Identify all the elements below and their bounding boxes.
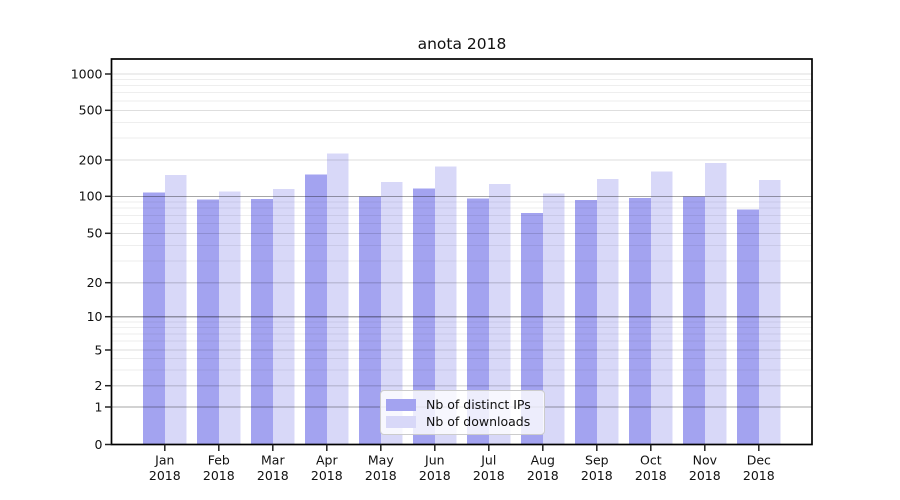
x-tick-label-month: Feb <box>208 453 230 468</box>
y-tick-label-200: 200 <box>79 152 103 167</box>
plot-border <box>110 58 813 446</box>
y-tick-label-10: 10 <box>87 309 103 324</box>
x-tick-label-month: Dec <box>747 453 771 468</box>
bar-downloads-oct <box>650 171 673 445</box>
bar-downloads-apr <box>326 153 349 445</box>
y-tick-label-500: 500 <box>79 103 103 118</box>
x-tick-label-month: Jan <box>154 453 174 468</box>
x-tick-label-year: 2018 <box>419 468 451 483</box>
bar-distinct-ips-jan <box>143 192 165 445</box>
x-tick-label-month: Apr <box>316 453 338 468</box>
bar-downloads-jan <box>164 175 187 445</box>
bar-distinct-ips-jul <box>467 198 489 445</box>
x-tick-label-month: Jul <box>480 453 496 468</box>
bar-distinct-ips-dec <box>737 209 759 445</box>
bar-distinct-ips-apr <box>305 174 327 445</box>
y-tick-label-100: 100 <box>79 189 103 204</box>
x-tick-label-year: 2018 <box>473 468 505 483</box>
bar-downloads-jun <box>434 166 457 445</box>
legend-item-downloads: Nb of downloads <box>386 415 539 428</box>
y-tick-label-50: 50 <box>87 226 103 241</box>
bar-downloads-jul <box>488 184 511 445</box>
x-tick-label-month: Aug <box>531 453 555 468</box>
x-tick-label-month: Jun <box>424 453 445 468</box>
y-tick-label-1000: 1000 <box>71 66 103 81</box>
legend: Nb of distinct IPs Nb of downloads <box>380 390 545 435</box>
bar-downloads-sep <box>596 179 619 445</box>
bar-downloads-dec <box>758 179 781 445</box>
bar-distinct-ips-mar <box>251 199 273 445</box>
x-tick-label-year: 2018 <box>311 468 343 483</box>
bar-downloads-may <box>380 182 403 445</box>
bar-distinct-ips-oct <box>629 197 651 445</box>
x-tick-label-month: Nov <box>693 453 718 468</box>
bar-distinct-ips-sep <box>575 200 597 445</box>
x-tick-label-month: Mar <box>261 453 285 468</box>
x-tick-label-month: May <box>368 453 394 468</box>
y-tick-label-0: 0 <box>95 437 103 452</box>
legend-swatch-distinct-ips <box>386 398 416 411</box>
y-tick-label-5: 5 <box>95 342 103 357</box>
bar-distinct-ips-nov <box>683 196 705 445</box>
x-tick-label-year: 2018 <box>581 468 613 483</box>
legend-label-downloads: Nb of downloads <box>426 414 531 429</box>
x-tick-label-year: 2018 <box>527 468 559 483</box>
legend-item-distinct-ips: Nb of distinct IPs <box>386 398 539 411</box>
x-tick-label-year: 2018 <box>689 468 721 483</box>
legend-swatch-downloads <box>386 415 416 428</box>
x-tick-label-year: 2018 <box>203 468 235 483</box>
y-tick-label-2: 2 <box>95 378 103 393</box>
x-tick-label-year: 2018 <box>257 468 289 483</box>
bar-distinct-ips-jun <box>413 188 435 445</box>
legend-label-distinct-ips: Nb of distinct IPs <box>426 397 531 412</box>
x-tick-label-year: 2018 <box>365 468 397 483</box>
x-tick-label-year: 2018 <box>635 468 667 483</box>
bar-distinct-ips-feb <box>197 199 219 445</box>
x-tick-label-month: Sep <box>585 453 609 468</box>
x-tick-label-year: 2018 <box>149 468 181 483</box>
bar-downloads-feb <box>218 191 241 445</box>
bar-distinct-ips-may <box>359 196 381 445</box>
bar-distinct-ips-aug <box>521 213 543 445</box>
x-tick-label-month: Oct <box>640 453 662 468</box>
bar-downloads-nov <box>704 163 727 445</box>
chart-title: anota 2018 <box>417 35 507 53</box>
bar-downloads-aug <box>542 193 565 445</box>
y-tick-label-1: 1 <box>95 399 103 414</box>
x-tick-label-year: 2018 <box>743 468 775 483</box>
y-tick-label-20: 20 <box>87 275 103 290</box>
bar-downloads-mar <box>272 189 295 445</box>
